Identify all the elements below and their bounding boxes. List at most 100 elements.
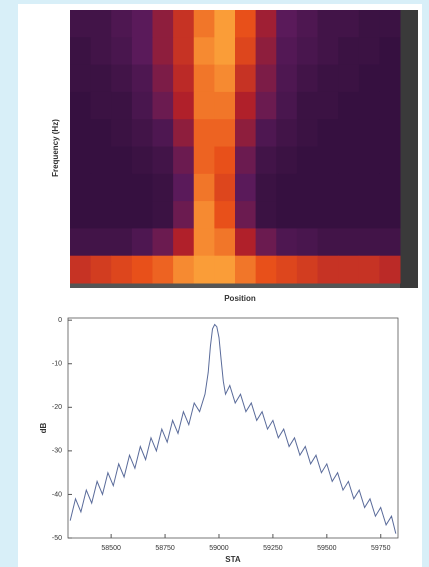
heatmap-cell bbox=[90, 64, 112, 93]
heatmap-cell bbox=[317, 173, 339, 202]
heatmap-cell bbox=[358, 37, 380, 66]
heatmap-cell bbox=[90, 201, 112, 229]
heatmap-cell bbox=[379, 255, 401, 284]
heatmap-cell bbox=[255, 146, 277, 175]
y-tick-label: -50 bbox=[52, 535, 62, 542]
heatmap-cell bbox=[255, 255, 277, 284]
heatmap-cell bbox=[276, 91, 298, 120]
heatmap-cell bbox=[111, 10, 133, 38]
heatmap-cell bbox=[296, 119, 318, 147]
heatmap-cell bbox=[152, 173, 174, 202]
heatmap-cell bbox=[131, 228, 153, 257]
heatmap-cell bbox=[338, 146, 360, 175]
heatmap-cell bbox=[338, 91, 360, 120]
heatmap-cell bbox=[131, 37, 153, 66]
heatmap-cell bbox=[131, 64, 153, 93]
heatmap-cell bbox=[338, 228, 360, 257]
heatmap-cell bbox=[111, 119, 133, 147]
heatmap-cell bbox=[111, 228, 133, 257]
heatmap-cell bbox=[296, 146, 318, 175]
heatmap-cell bbox=[276, 201, 298, 229]
heatmap-cell bbox=[214, 255, 236, 284]
heatmap-cell bbox=[193, 119, 215, 147]
heatmap-cell bbox=[358, 146, 380, 175]
heatmap-cell bbox=[152, 255, 174, 284]
plot-frame bbox=[67, 317, 399, 539]
heatmap-cell bbox=[131, 146, 153, 175]
y-tick-label: -10 bbox=[52, 361, 62, 368]
heatmap-cell bbox=[111, 91, 133, 120]
heatmap-cell bbox=[131, 10, 153, 38]
heatmap-cell bbox=[317, 255, 339, 284]
heatmap-cell bbox=[296, 201, 318, 229]
x-axis-label: STA bbox=[225, 555, 241, 564]
heatmap-cell bbox=[70, 228, 92, 257]
heatmap-cell bbox=[338, 119, 360, 147]
heatmap-cell bbox=[338, 10, 360, 38]
colorbar-strip bbox=[400, 10, 418, 288]
heatmap-cell bbox=[276, 173, 298, 202]
heatmap-cell bbox=[70, 64, 92, 93]
heatmap-cell bbox=[379, 37, 401, 66]
x-tick-label: 59000 bbox=[209, 545, 229, 552]
heatmap-cell bbox=[111, 173, 133, 202]
axis-strip bbox=[70, 283, 400, 288]
y-axis-label: dB bbox=[39, 422, 48, 433]
heatmap-cell bbox=[255, 10, 277, 38]
heatmap-cell bbox=[131, 173, 153, 202]
heatmap-cell bbox=[379, 173, 401, 202]
heatmap-cell bbox=[214, 173, 236, 202]
x-tick-label: 58500 bbox=[101, 545, 121, 552]
heatmap-cell bbox=[379, 119, 401, 147]
heatmap-cell bbox=[379, 201, 401, 229]
y-axis-label: Frequency (Hz) bbox=[51, 119, 60, 177]
heatmap-cell bbox=[131, 201, 153, 229]
heatmap-cell bbox=[276, 119, 298, 147]
heatmap-cell bbox=[317, 10, 339, 38]
heatmap-cell bbox=[111, 255, 133, 284]
heatmap-cell bbox=[296, 10, 318, 38]
heatmap-cell bbox=[111, 37, 133, 66]
heatmap-cell bbox=[90, 119, 112, 147]
heatmap-cell bbox=[193, 173, 215, 202]
heatmap-cell bbox=[214, 64, 236, 93]
heatmap-cell bbox=[338, 64, 360, 93]
heatmap-cell bbox=[358, 10, 380, 38]
heatmap-cell bbox=[70, 10, 92, 38]
heatmap-cell bbox=[131, 255, 153, 284]
x-tick-label: 59250 bbox=[263, 545, 283, 552]
y-tick-label: -30 bbox=[52, 448, 62, 455]
heatmap-cell bbox=[193, 91, 215, 120]
heatmap-cell bbox=[296, 255, 318, 284]
heatmap-cell bbox=[111, 64, 133, 93]
heatmap-cell bbox=[70, 37, 92, 66]
heatmap-cell bbox=[296, 64, 318, 93]
heatmap-cell bbox=[152, 228, 174, 257]
heatmap-cell bbox=[255, 91, 277, 120]
heatmap-cell bbox=[193, 201, 215, 229]
heatmap-cell bbox=[358, 201, 380, 229]
heatmap-cell bbox=[379, 10, 401, 38]
heatmap-cell bbox=[214, 91, 236, 120]
heatmap-cell bbox=[296, 228, 318, 257]
heatmap-cell bbox=[193, 228, 215, 257]
heatmap-cell bbox=[173, 228, 195, 257]
heatmap-cell bbox=[90, 91, 112, 120]
heatmap-cell bbox=[90, 37, 112, 66]
heatmap-cell bbox=[152, 119, 174, 147]
heatmap-cell bbox=[235, 146, 257, 175]
heatmap-cell bbox=[379, 146, 401, 175]
heatmap-cell bbox=[296, 91, 318, 120]
heatmap-cell bbox=[90, 146, 112, 175]
heatmap-cell bbox=[152, 10, 174, 38]
heatmap-cell bbox=[338, 201, 360, 229]
x-tick-label: 59750 bbox=[371, 545, 391, 552]
heatmap-cell bbox=[317, 228, 339, 257]
heatmap-cell bbox=[173, 146, 195, 175]
heatmap-cell bbox=[173, 255, 195, 284]
heatmap-cell bbox=[255, 228, 277, 257]
y-tick-label: -40 bbox=[52, 491, 62, 498]
heatmap-cell bbox=[90, 173, 112, 202]
heatmap-cell bbox=[358, 173, 380, 202]
heatmap-cell bbox=[276, 10, 298, 38]
